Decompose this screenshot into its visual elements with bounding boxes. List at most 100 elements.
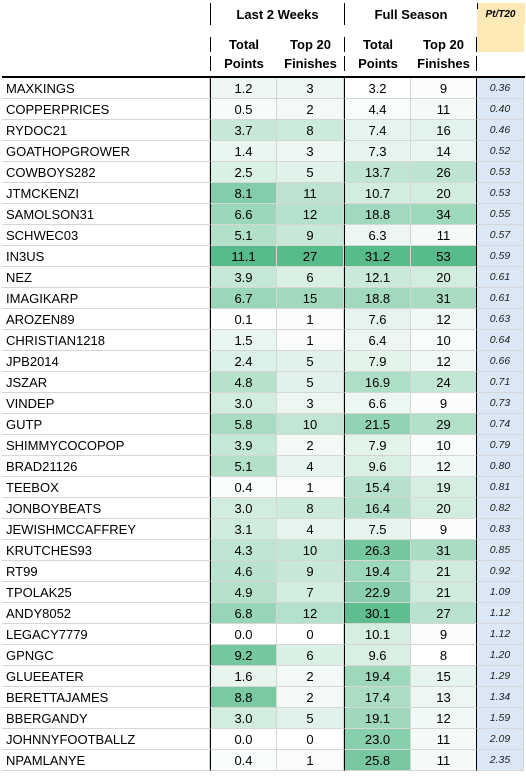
points-season-cell[interactable]: 9.6 [344,456,411,477]
points-season-cell[interactable]: 31.2 [344,246,411,267]
points-season-cell[interactable]: 13.7 [344,162,411,183]
player-name-cell[interactable]: NEZ [2,267,210,288]
top20-season-cell[interactable]: 21 [411,582,477,603]
top20-2w-cell[interactable]: 0 [277,624,344,645]
player-name-cell[interactable]: SAMOLSON31 [2,204,210,225]
top20-season-cell[interactable]: 19 [411,477,477,498]
top20-2w-cell[interactable]: 15 [277,288,344,309]
ratio-cell[interactable]: 0.53 [477,183,524,204]
player-name-cell[interactable]: MAXKINGS [2,78,210,99]
player-name-cell[interactable]: GOATHOPGROWER [2,141,210,162]
points-2w-cell[interactable]: 3.9 [210,435,277,456]
points-season-cell[interactable]: 17.4 [344,687,411,708]
top20-2w-cell[interactable]: 6 [277,267,344,288]
ratio-cell[interactable]: 0.36 [477,78,524,99]
top20-2w-cell[interactable]: 5 [277,351,344,372]
points-2w-cell[interactable]: 6.7 [210,288,277,309]
top20-2w-cell[interactable]: 8 [277,498,344,519]
ratio-cell[interactable]: 0.73 [477,393,524,414]
points-2w-cell[interactable]: 2.4 [210,351,277,372]
top20-2w-cell[interactable]: 1 [277,330,344,351]
points-2w-cell[interactable]: 8.1 [210,183,277,204]
ratio-cell[interactable]: 1.34 [477,687,524,708]
points-season-cell[interactable]: 6.4 [344,330,411,351]
points-2w-cell[interactable]: 3.0 [210,708,277,729]
top20-2w-cell[interactable]: 3 [277,393,344,414]
ratio-cell[interactable]: 0.55 [477,204,524,225]
top20-2w-cell[interactable]: 2 [277,687,344,708]
points-2w-cell[interactable]: 6.8 [210,603,277,624]
header-full-season[interactable]: Full Season [344,3,478,25]
player-name-cell[interactable]: IMAGIKARP [2,288,210,309]
top20-season-cell[interactable]: 11 [411,729,477,750]
top20-2w-cell[interactable]: 3 [277,141,344,162]
top20-2w-cell[interactable]: 12 [277,204,344,225]
header-ratio[interactable]: Pt/T20 [477,9,524,52]
points-2w-cell[interactable]: 0.0 [210,729,277,750]
top20-2w-cell[interactable]: 3 [277,78,344,99]
player-name-cell[interactable]: TEEBOX [2,477,210,498]
ratio-cell[interactable]: 2.09 [477,729,524,750]
points-2w-cell[interactable]: 4.8 [210,372,277,393]
ratio-cell[interactable]: 1.09 [477,582,524,603]
points-2w-cell[interactable]: 0.0 [210,624,277,645]
top20-season-cell[interactable]: 12 [411,708,477,729]
header-total-season[interactable]: Total [344,37,411,52]
ratio-cell[interactable]: 0.85 [477,540,524,561]
top20-season-cell[interactable]: 53 [411,246,477,267]
top20-2w-cell[interactable]: 2 [277,666,344,687]
points-2w-cell[interactable]: 3.7 [210,120,277,141]
top20-season-cell[interactable]: 9 [411,393,477,414]
points-2w-cell[interactable]: 1.4 [210,141,277,162]
points-season-cell[interactable]: 22.9 [344,582,411,603]
top20-2w-cell[interactable]: 4 [277,456,344,477]
points-season-cell[interactable]: 7.3 [344,141,411,162]
ratio-cell[interactable]: 0.40 [477,99,524,120]
points-season-cell[interactable]: 6.3 [344,225,411,246]
points-season-cell[interactable]: 21.5 [344,414,411,435]
points-2w-cell[interactable]: 9.2 [210,645,277,666]
points-2w-cell[interactable]: 1.6 [210,666,277,687]
points-season-cell[interactable]: 26.3 [344,540,411,561]
top20-2w-cell[interactable]: 27 [277,246,344,267]
points-2w-cell[interactable]: 3.9 [210,267,277,288]
top20-season-cell[interactable]: 20 [411,183,477,204]
top20-2w-cell[interactable]: 1 [277,750,344,771]
top20-season-cell[interactable]: 27 [411,603,477,624]
points-season-cell[interactable]: 9.6 [344,645,411,666]
top20-2w-cell[interactable]: 5 [277,162,344,183]
top20-season-cell[interactable]: 15 [411,666,477,687]
top20-season-cell[interactable]: 34 [411,204,477,225]
top20-season-cell[interactable]: 20 [411,267,477,288]
ratio-cell[interactable]: 0.52 [477,141,524,162]
ratio-cell[interactable]: 0.59 [477,246,524,267]
top20-2w-cell[interactable]: 2 [277,99,344,120]
points-2w-cell[interactable]: 3.0 [210,393,277,414]
ratio-cell[interactable]: 0.83 [477,519,524,540]
points-2w-cell[interactable]: 4.9 [210,582,277,603]
top20-2w-cell[interactable]: 5 [277,372,344,393]
top20-season-cell[interactable]: 9 [411,78,477,99]
points-season-cell[interactable]: 4.4 [344,99,411,120]
top20-season-cell[interactable]: 13 [411,687,477,708]
points-season-cell[interactable]: 23.0 [344,729,411,750]
player-name-cell[interactable]: NPAMLANYE [2,750,210,771]
points-season-cell[interactable]: 16.9 [344,372,411,393]
top20-2w-cell[interactable]: 2 [277,435,344,456]
top20-2w-cell[interactable]: 4 [277,519,344,540]
points-season-cell[interactable]: 10.1 [344,624,411,645]
points-season-cell[interactable]: 18.8 [344,204,411,225]
top20-2w-cell[interactable]: 11 [277,183,344,204]
player-name-cell[interactable]: GLUEEATER [2,666,210,687]
top20-season-cell[interactable]: 29 [411,414,477,435]
player-name-cell[interactable]: COWBOYS282 [2,162,210,183]
player-name-cell[interactable]: KRUTCHES93 [2,540,210,561]
top20-season-cell[interactable]: 26 [411,162,477,183]
header-last-2-weeks[interactable]: Last 2 Weeks [210,3,344,25]
top20-season-cell[interactable]: 11 [411,750,477,771]
ratio-cell[interactable]: 0.92 [477,561,524,582]
player-name-cell[interactable]: JPB2014 [2,351,210,372]
player-name-cell[interactable]: RYDOC21 [2,120,210,141]
top20-2w-cell[interactable]: 8 [277,120,344,141]
points-season-cell[interactable]: 7.9 [344,351,411,372]
